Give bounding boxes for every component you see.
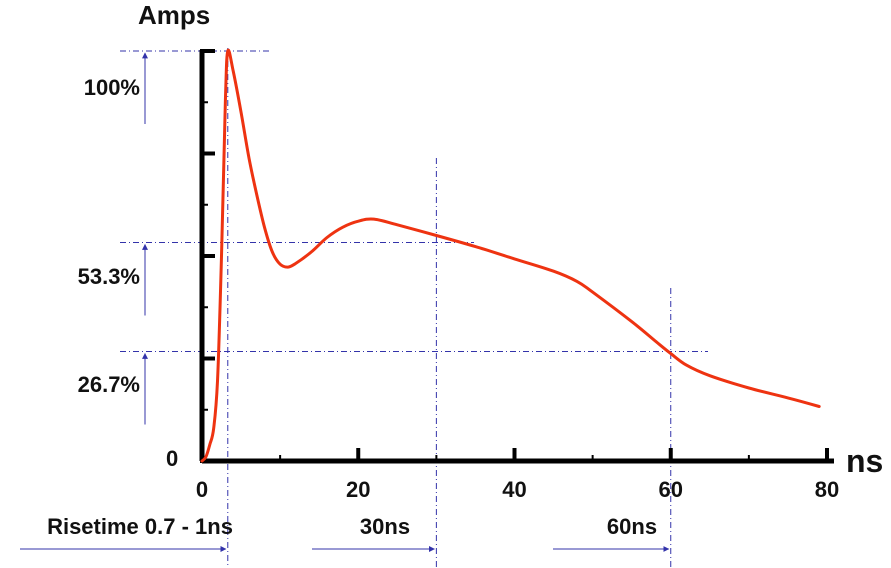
time-marker-label: Risetime 0.7 - 1ns [47, 514, 233, 539]
time-marker-label: 30ns [360, 514, 410, 539]
level-label: 100% [84, 75, 140, 100]
x-tick-label: 80 [815, 477, 839, 502]
axes [199, 50, 834, 464]
y-axis-label: Amps [138, 0, 210, 30]
x-tick-label: 0 [196, 477, 208, 502]
guide-lines [120, 48, 708, 568]
level-label: 53.3% [78, 264, 140, 289]
y-zero-label: 0 [166, 446, 178, 471]
x-tick-label: 20 [346, 477, 370, 502]
y-level-annotations: 100% 53.3% 26.7% [78, 52, 148, 425]
axis-ticks [200, 49, 829, 463]
x-tick-labels: 0 20 40 60 80 [196, 477, 839, 502]
level-label: 26.7% [78, 372, 140, 397]
current-waveform-line [200, 48, 821, 463]
x-tick-label: 60 [659, 477, 683, 502]
x-tick-label: 40 [502, 477, 526, 502]
x-axis-label: ns [846, 443, 883, 479]
time-marker-annotations: Risetime 0.7 - 1ns 30ns 60ns [20, 514, 670, 552]
time-marker-label: 60ns [607, 514, 657, 539]
series-layer [200, 48, 821, 463]
